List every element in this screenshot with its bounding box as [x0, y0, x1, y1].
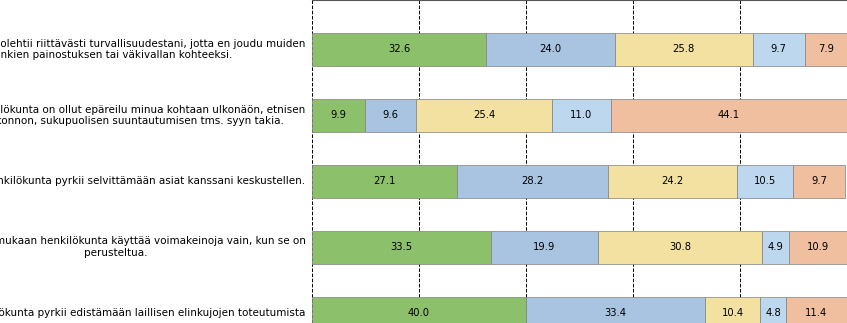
Text: Henkilökunta huolehtii riittävästi turvallisuudestani, jotta en joudu muiden
van: Henkilökunta huolehtii riittävästi turva… — [0, 39, 306, 60]
Text: 32.6: 32.6 — [388, 45, 410, 55]
Bar — [705, 297, 761, 323]
Text: Havaintojeni mukaan henkilökunta käyttää voimakeinoja vain, kun se on
perusteltu: Havaintojeni mukaan henkilökunta käyttää… — [0, 236, 306, 258]
Text: 7.9: 7.9 — [818, 45, 833, 55]
Text: 9.7: 9.7 — [771, 45, 787, 55]
Bar — [312, 99, 365, 132]
Text: 11.4: 11.4 — [805, 308, 828, 318]
Text: 9.6: 9.6 — [382, 110, 398, 120]
Bar — [753, 33, 805, 66]
Text: 4.8: 4.8 — [765, 308, 781, 318]
Bar — [312, 33, 486, 66]
Text: 28.2: 28.2 — [521, 176, 544, 186]
Text: 4.9: 4.9 — [767, 242, 783, 252]
Bar — [615, 33, 753, 66]
Text: 11.0: 11.0 — [570, 110, 593, 120]
Bar — [794, 165, 845, 198]
Text: 25.4: 25.4 — [473, 110, 495, 120]
Bar — [491, 231, 597, 264]
Bar — [312, 165, 457, 198]
Bar — [805, 33, 847, 66]
Text: Koen, että henkilökunta on ollut epäreilu minua kohtaan ulkonäön, etnisen
tausta: Koen, että henkilökunta on ollut epäreil… — [0, 105, 306, 126]
Bar — [762, 231, 789, 264]
Text: 40.0: 40.0 — [407, 308, 429, 318]
Text: 10.4: 10.4 — [722, 308, 744, 318]
Text: 9.7: 9.7 — [811, 176, 828, 186]
Text: 33.4: 33.4 — [604, 308, 626, 318]
Text: Henkilökunta pyrkii selvittämään asiat kanssani keskustellen.: Henkilökunta pyrkii selvittämään asiat k… — [0, 176, 306, 186]
Bar — [761, 297, 786, 323]
Bar — [457, 165, 607, 198]
Text: 27.1: 27.1 — [373, 176, 396, 186]
Bar — [312, 231, 491, 264]
Text: 30.8: 30.8 — [669, 242, 691, 252]
Text: 44.1: 44.1 — [718, 110, 740, 120]
Text: 10.5: 10.5 — [754, 176, 777, 186]
Text: 19.9: 19.9 — [533, 242, 556, 252]
Bar — [365, 99, 416, 132]
Bar — [416, 99, 552, 132]
Text: 25.8: 25.8 — [673, 45, 695, 55]
Bar — [552, 99, 611, 132]
Bar — [597, 231, 762, 264]
Bar — [737, 165, 794, 198]
Text: Vankilas henkilökunta pyrkii edistämään laillisen elinkujojen toteutumista: Vankilas henkilökunta pyrkii edistämään … — [0, 308, 306, 318]
Bar — [611, 99, 847, 132]
Bar — [607, 165, 737, 198]
Text: 24.0: 24.0 — [540, 45, 562, 55]
Text: 10.9: 10.9 — [806, 242, 829, 252]
Bar — [786, 297, 847, 323]
Bar — [789, 231, 847, 264]
Text: 33.5: 33.5 — [390, 242, 412, 252]
Text: 9.9: 9.9 — [330, 110, 346, 120]
Bar — [526, 297, 705, 323]
Bar — [312, 297, 526, 323]
Text: 24.2: 24.2 — [662, 176, 684, 186]
Bar — [486, 33, 615, 66]
